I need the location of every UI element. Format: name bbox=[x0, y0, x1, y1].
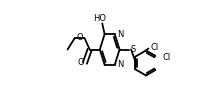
Text: O: O bbox=[77, 59, 84, 68]
Text: S: S bbox=[130, 45, 136, 54]
Text: N: N bbox=[117, 30, 124, 39]
Text: N: N bbox=[117, 60, 124, 69]
Text: HO: HO bbox=[93, 14, 106, 23]
Text: O: O bbox=[77, 33, 83, 42]
Text: Cl: Cl bbox=[162, 53, 170, 62]
Text: Cl: Cl bbox=[151, 43, 159, 52]
